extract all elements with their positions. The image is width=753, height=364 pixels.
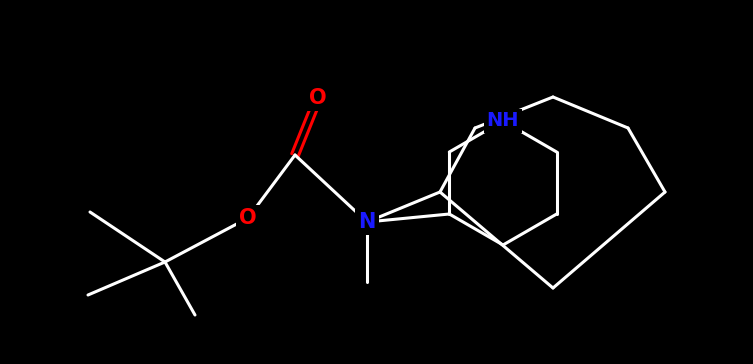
Text: O: O (239, 208, 257, 228)
Text: NH: NH (486, 111, 520, 131)
Text: O: O (309, 88, 327, 108)
Text: N: N (358, 212, 376, 232)
